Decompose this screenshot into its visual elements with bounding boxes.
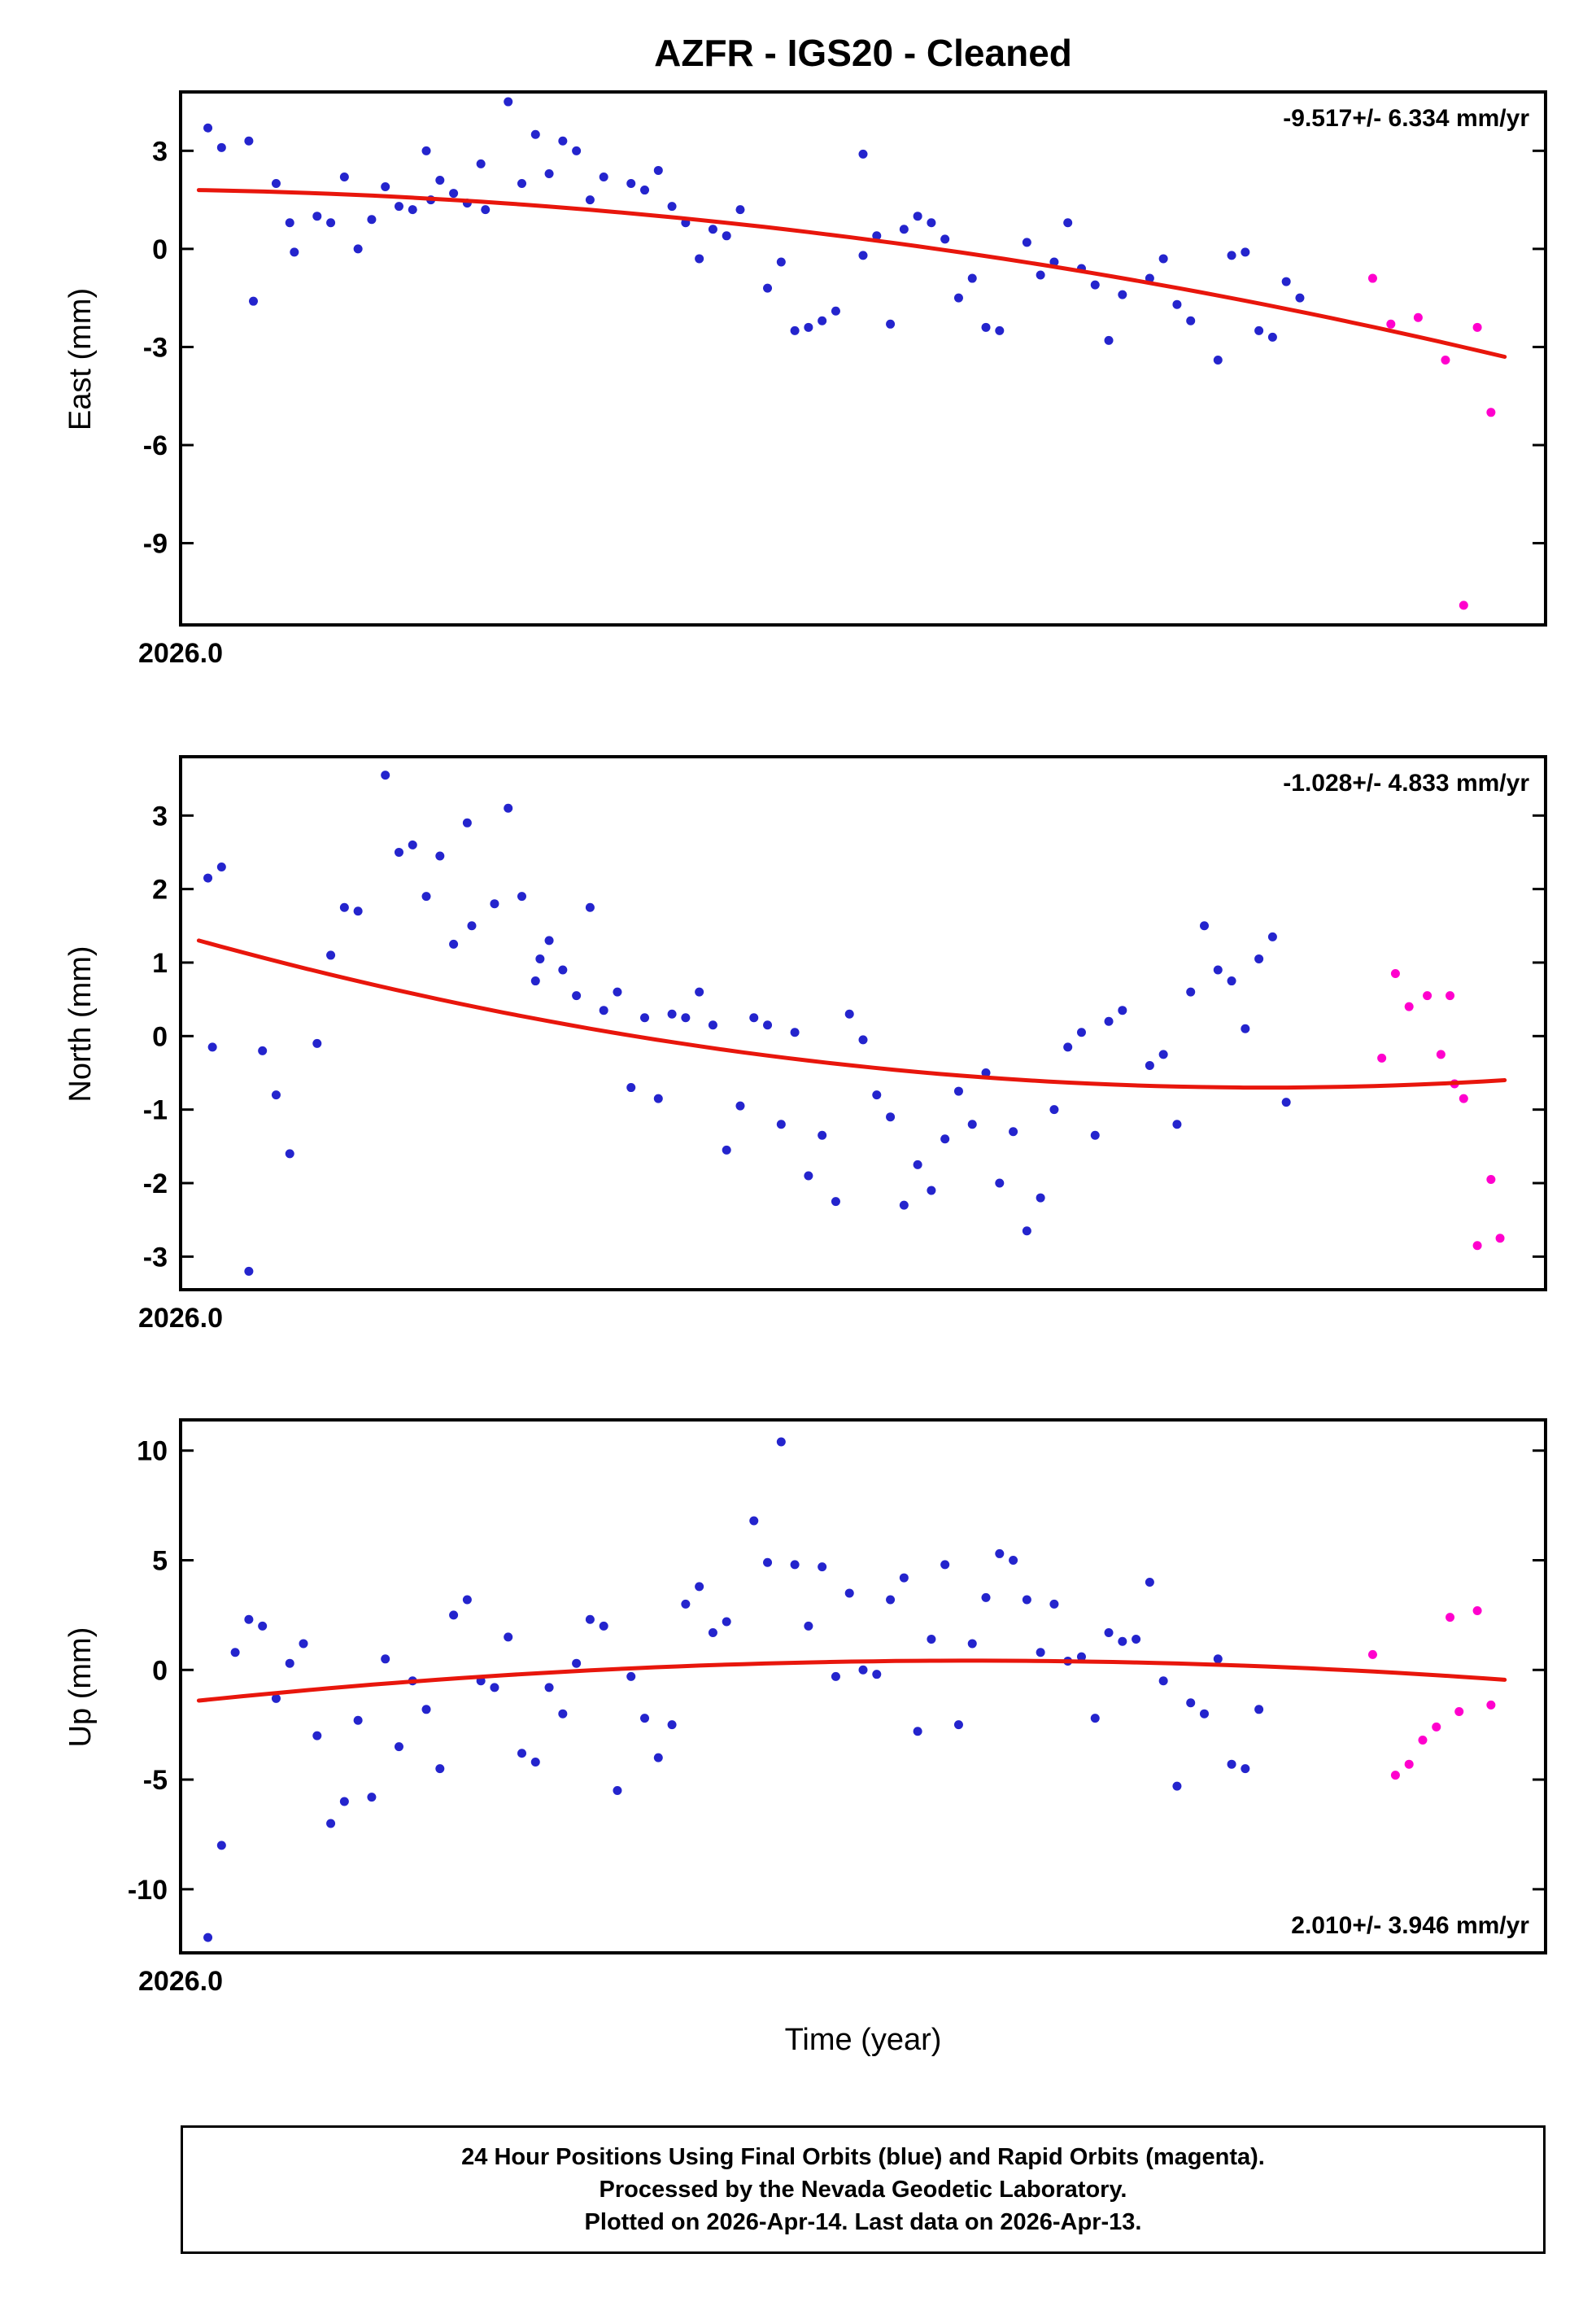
plot-frame [179,1418,1547,1954]
up-xtick-label: 2026.0 [138,1966,223,1997]
up-panel: 10 5 0 -5 -10 2.010+/- 3.946 mm/yr [128,1418,1547,1954]
y-tick-label: -3 [143,1242,168,1273]
y-tick-label: -2 [143,1168,168,1199]
trend-line [196,1658,1507,1703]
axis-ticks: 3 2 1 0 -1 -2 -3 [143,757,1546,1290]
east-rate-label: -9.517+/- 6.334 mm/yr [1283,105,1529,132]
y-tick-label: 3 [152,136,168,167]
y-tick-label: 0 [152,1655,168,1686]
y-tick-label: 0 [152,234,168,265]
north-panel: 3 2 1 0 -1 -2 -3 -1.028+/- 4.833 mm/yr [143,755,1547,1291]
north-chart-canvas: 3 2 1 0 -1 -2 -3 [143,755,1547,1291]
y-tick-label: 3 [152,801,168,832]
axis-ticks: 3 0 -3 -6 -9 [143,92,1546,625]
footer-line-3: Plotted on 2026-Apr-14. Last data on 202… [584,2209,1142,2235]
east-axis-title: East (mm) [63,287,98,431]
page-title: AZFR - IGS20 - Cleaned [654,32,1072,74]
north-axis-title: North (mm) [63,946,98,1103]
axis-ticks: 10 5 0 -5 -10 [128,1420,1546,1953]
x-axis-title: Time (year) [784,2023,942,2057]
series-rapid-orbits-magenta [1367,273,1496,610]
y-tick-label: -10 [128,1875,168,1906]
series-final-orbits-blue [203,97,1305,365]
trend-line [196,938,1507,1090]
up-axis-title: Up (mm) [63,1627,98,1748]
north-xtick-label: 2026.0 [138,1303,223,1334]
y-tick-label: -5 [143,1765,168,1796]
plot-frame [179,755,1547,1291]
y-tick-label: -9 [143,529,168,560]
east-panel: 3 0 -3 -6 -9 -9.517+/- 6.334 mm/yr [143,90,1547,627]
y-tick-label: -6 [143,430,168,461]
up-rate-label: 2.010+/- 3.946 mm/yr [1291,1912,1529,1939]
footer-line-2: Processed by the Nevada Geodetic Laborat… [599,2177,1127,2203]
footer-note: 24 Hour Positions Using Final Orbits (bl… [181,2125,1546,2254]
y-tick-label: 5 [152,1546,168,1577]
up-chart-canvas: 10 5 0 -5 -10 [128,1418,1547,1954]
series-rapid-orbits-magenta [1367,1606,1496,1780]
trend-line [196,188,1507,359]
plot-frame [179,90,1547,627]
y-tick-label: -1 [143,1095,168,1126]
y-tick-label: -3 [143,332,168,363]
y-tick-label: 2 [152,875,168,906]
east-xtick-label: 2026.0 [138,638,223,669]
footer-line-1: 24 Hour Positions Using Final Orbits (bl… [461,2144,1265,2170]
east-chart-canvas: 3 0 -3 -6 -9 [143,90,1547,627]
series-final-orbits-blue [203,1437,1264,1942]
y-tick-label: 10 [137,1436,168,1467]
y-tick-label: 0 [152,1021,168,1052]
y-tick-label: 1 [152,948,168,979]
series-rapid-orbits-magenta [1377,969,1505,1251]
series-final-orbits-blue [203,771,1291,1276]
north-rate-label: -1.028+/- 4.833 mm/yr [1283,770,1529,797]
